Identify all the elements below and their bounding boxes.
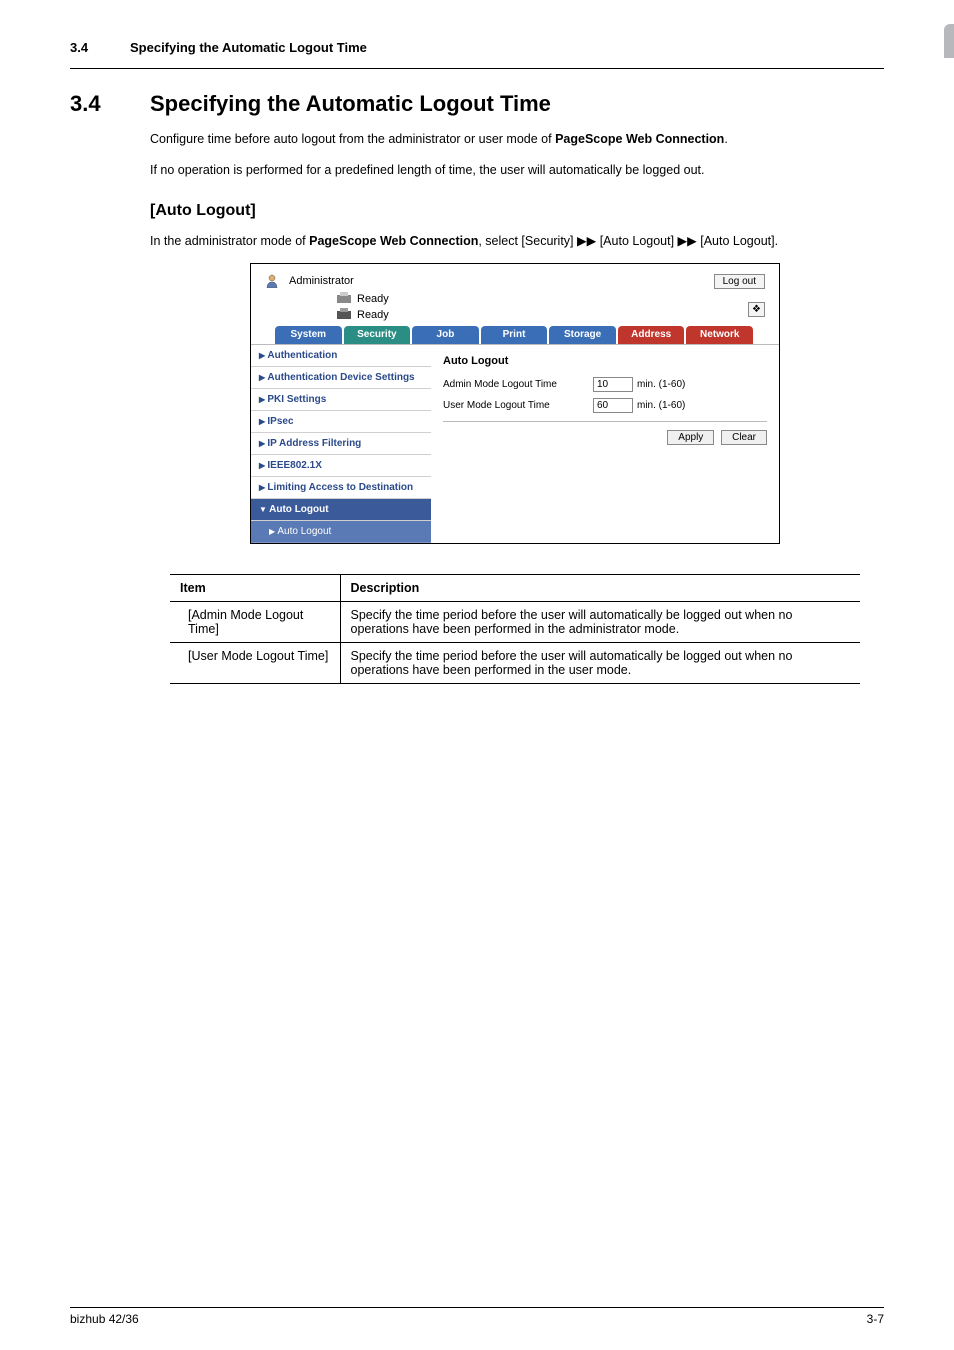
admin-mode-unit: min. (1-60) (637, 379, 685, 390)
screenshot-pagescope: Log out ❖ Administrator Ready Ready Syst… (250, 263, 780, 544)
paragraph-3-text-a: In the administrator mode of (150, 234, 309, 248)
administrator-icon (265, 274, 285, 288)
sidebar-item-pki-settings[interactable]: PKI Settings (251, 389, 431, 411)
paragraph-2: If no operation is performed for a prede… (150, 161, 884, 180)
user-mode-input[interactable] (593, 398, 633, 413)
ready-label-2: Ready (357, 309, 389, 321)
footer-page: 3-7 (867, 1312, 884, 1326)
table-r1-desc: Specify the time period before the user … (340, 601, 860, 642)
admin-mode-input[interactable] (593, 377, 633, 392)
logout-button[interactable]: Log out (714, 274, 765, 289)
sidebar-item-ip-address-filtering[interactable]: IP Address Filtering (251, 433, 431, 455)
paragraph-1-bold: PageScope Web Connection (555, 132, 724, 146)
sidebar-item-ipsec[interactable]: IPsec (251, 411, 431, 433)
user-mode-unit: min. (1-60) (637, 400, 685, 411)
apply-button[interactable]: Apply (667, 430, 714, 445)
section-title: Specifying the Automatic Logout Time (150, 91, 551, 117)
sidebar-item-authentication-device-settings[interactable]: Authentication Device Settings (251, 367, 431, 389)
content-title: Auto Logout (443, 355, 767, 367)
paragraph-3-bold: PageScope Web Connection (309, 234, 478, 248)
footer-product: bizhub 42/36 (70, 1312, 139, 1326)
printer-icon-2 (335, 308, 353, 322)
section-number: 3.4 (70, 91, 150, 117)
paragraph-1-text-a: Configure time before auto logout from t… (150, 132, 555, 146)
admin-mode-label: Admin Mode Logout Time (443, 379, 593, 390)
refresh-button[interactable]: ❖ (748, 302, 765, 317)
header-section-number: 3.4 (70, 40, 130, 55)
table-r2-item: [User Mode Logout Time] (170, 642, 340, 683)
sidebar-item-limiting-access-to-destination[interactable]: Limiting Access to Destination (251, 477, 431, 499)
table-header-item: Item (170, 574, 340, 601)
header-section-title: Specifying the Automatic Logout Time (130, 40, 914, 55)
description-table: Item Description [Admin Mode Logout Time… (170, 574, 860, 684)
sidebar-item-auto-logout[interactable]: Auto Logout (251, 499, 431, 521)
ready-label-1: Ready (357, 293, 389, 305)
paragraph-3: In the administrator mode of PageScope W… (150, 232, 884, 251)
tab-network[interactable]: Network (686, 326, 753, 344)
paragraph-3-text-c: , select [Security] ▶▶ [Auto Logout] ▶▶ … (478, 234, 778, 248)
sidebar-item-auto-logout[interactable]: Auto Logout (251, 521, 431, 543)
administrator-label: Administrator (289, 275, 354, 287)
table-r1-item: [Admin Mode Logout Time] (170, 601, 340, 642)
tab-address[interactable]: Address (618, 326, 685, 344)
subheading-auto-logout: [Auto Logout] (150, 202, 884, 220)
content-divider (443, 421, 767, 422)
tab-job[interactable]: Job (412, 326, 479, 344)
paragraph-1-text-c: . (724, 132, 727, 146)
table-header-description: Description (340, 574, 860, 601)
tab-print[interactable]: Print (481, 326, 548, 344)
tab-storage[interactable]: Storage (549, 326, 616, 344)
sidebar-item-ieee802-1x[interactable]: IEEE802.1X (251, 455, 431, 477)
tab-system[interactable]: System (275, 326, 342, 344)
sidebar-item-authentication[interactable]: Authentication (251, 345, 431, 367)
paragraph-1: Configure time before auto logout from t… (150, 130, 884, 149)
tab-security[interactable]: Security (344, 326, 411, 344)
printer-icon-1 (335, 292, 353, 306)
chapter-badge: 3 (944, 24, 954, 58)
user-mode-label: User Mode Logout Time (443, 400, 593, 411)
clear-button[interactable]: Clear (721, 430, 767, 445)
table-r2-desc: Specify the time period before the user … (340, 642, 860, 683)
